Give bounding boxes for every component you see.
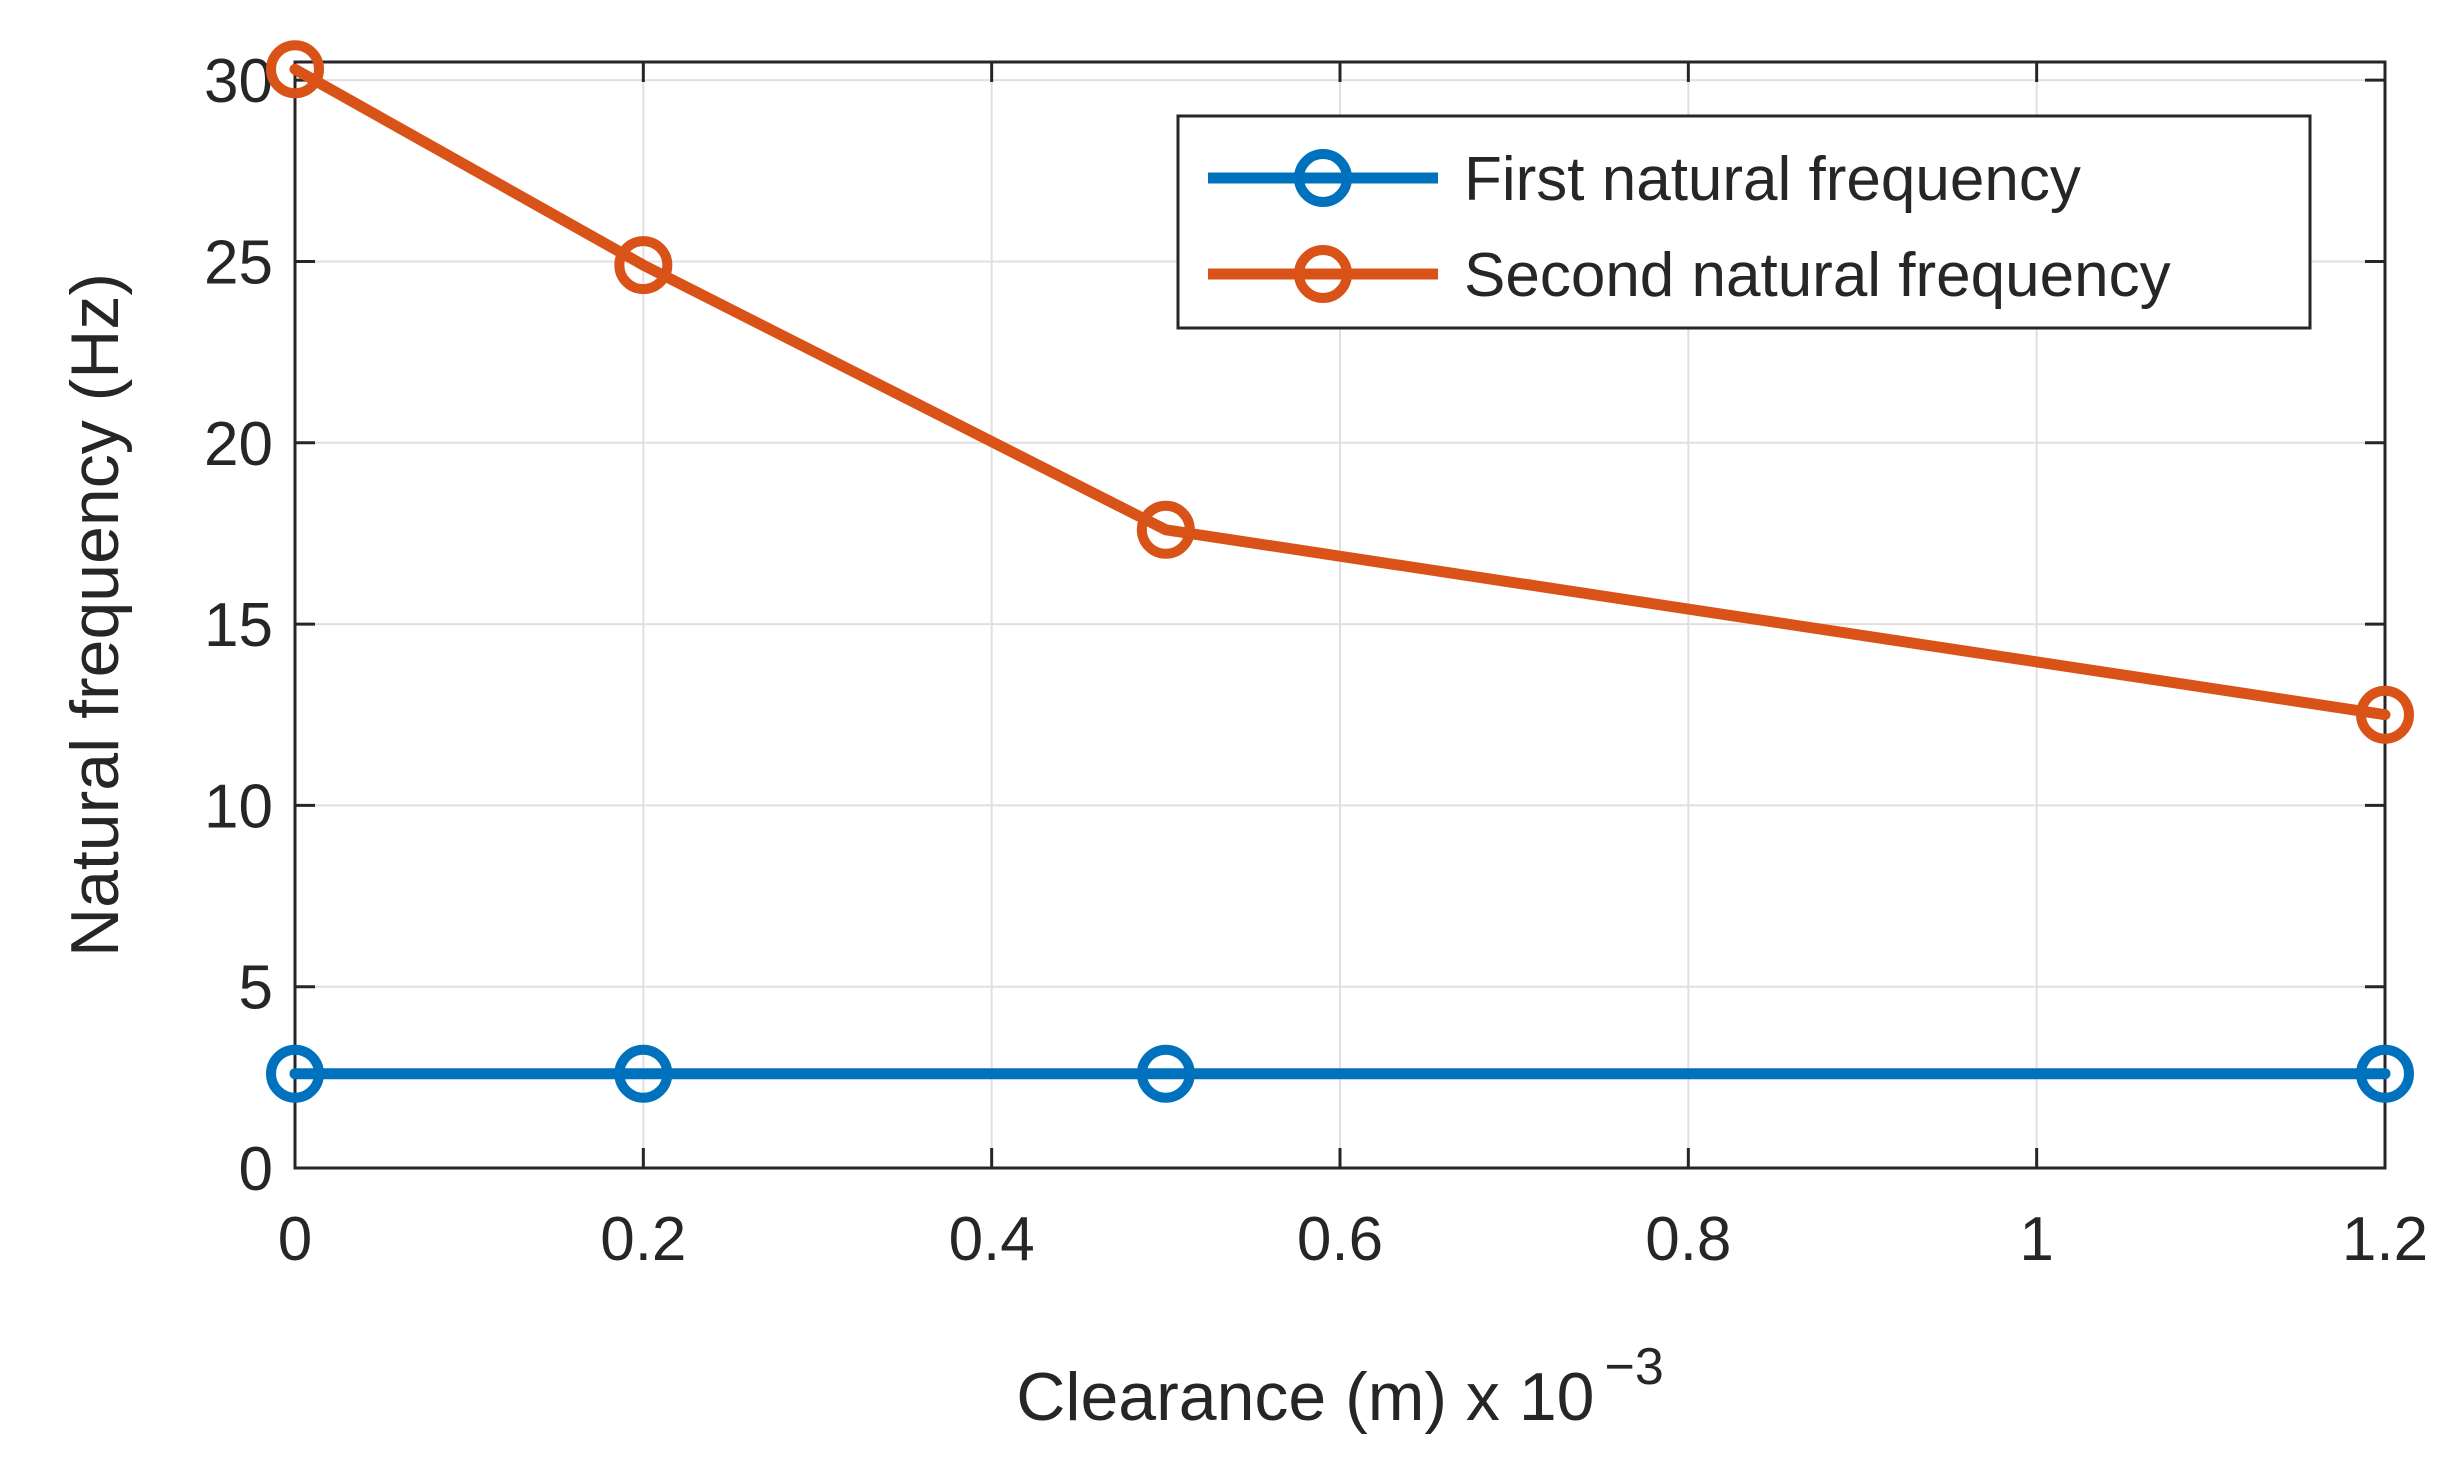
data-point: [2356, 1044, 2414, 1103]
legend-marker: [1294, 149, 1352, 207]
data-point: [2356, 685, 2414, 744]
y-tick-label: 0: [239, 1135, 273, 1204]
series-1: [266, 1044, 2414, 1103]
x-tick-label: 0: [278, 1205, 312, 1274]
series-2: [266, 40, 2414, 744]
x-axis-title-text: Clearance (m) x 10: [1016, 1359, 1594, 1435]
x-tick-label: 0.4: [949, 1205, 1035, 1274]
x-axis-title: Clearance (m) x 10 −3: [1016, 1338, 1664, 1435]
data-point: [266, 1044, 324, 1103]
x-tick-label: 0.8: [1645, 1205, 1731, 1274]
series-layer: [266, 40, 2414, 1103]
legend-marker: [1294, 245, 1352, 303]
x-tick-label: 1.2: [2342, 1205, 2428, 1274]
legend-label: First natural frequency: [1464, 145, 2081, 214]
data-point: [1136, 1044, 1195, 1103]
y-tick-label: 25: [204, 228, 273, 297]
y-tick-label: 10: [204, 772, 273, 841]
x-tick-label: 1: [2019, 1205, 2053, 1274]
x-tick-labels: 0 0.2 0.4 0.6 0.8 1 1.2: [278, 1205, 2428, 1274]
legend-label: Second natural frequency: [1464, 241, 2171, 310]
legend-entry: Second natural frequency: [1208, 241, 2171, 310]
data-point: [1136, 500, 1195, 559]
x-tick-label: 0.2: [600, 1205, 686, 1274]
data-point: [614, 236, 673, 295]
y-axis-title: Natural frequency (Hz): [57, 273, 133, 957]
legend-entry: First natural frequency: [1208, 145, 2081, 214]
y-tick-label: 30: [204, 47, 273, 116]
x-axis-title-exponent: −3: [1604, 1338, 1663, 1396]
data-point: [266, 40, 324, 99]
legend: First natural frequency Second natural fr…: [1176, 114, 2312, 330]
series-line: [289, 63, 2391, 721]
y-tick-label: 20: [204, 410, 273, 479]
data-point: [614, 1044, 673, 1103]
y-tick-label: 15: [204, 591, 273, 660]
x-tick-label: 0.6: [1297, 1205, 1383, 1274]
y-tick-labels: 0 5 10 15 20 25 30: [204, 47, 273, 1204]
y-tick-label: 5: [239, 954, 273, 1023]
legend-box: [1176, 114, 2312, 330]
